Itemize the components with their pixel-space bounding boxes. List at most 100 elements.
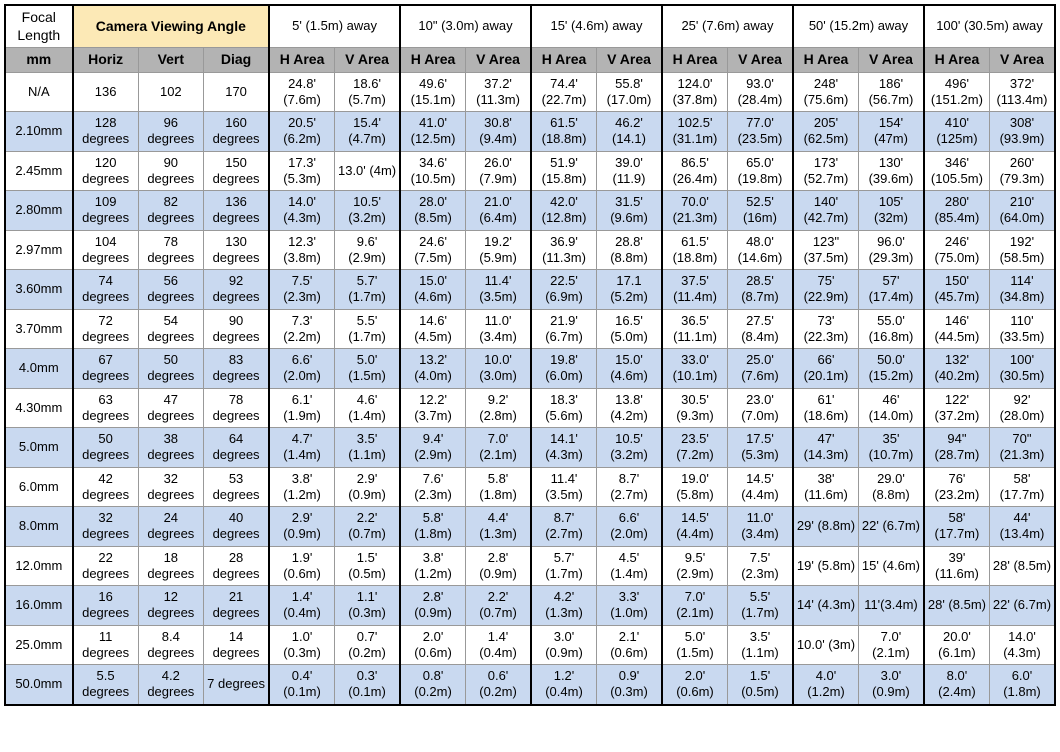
cell: 105' (32m) [858,191,923,231]
cell: 146' (44.5m) [924,309,989,349]
hdr-h4: H Area [793,48,858,73]
cell: 11.4' (3.5m) [466,270,531,310]
cell: 96 degrees [138,112,203,152]
cell: 9.2' (2.8m) [466,388,531,428]
table-row: 2.10mm128 degrees96 degrees160 degrees20… [5,112,1055,152]
cell: 3.5' (1.1m) [335,428,400,468]
cell: 39.0' (11.9) [597,151,663,191]
cell: 90 degrees [138,151,203,191]
cell: 28' (8.5m) [989,546,1055,586]
cell: 4.2' (1.3m) [531,586,596,626]
cell: 5.5' (1.7m) [727,586,793,626]
cell: 2.97mm [5,230,73,270]
cell: 14.5' (4.4m) [662,507,727,547]
cell: 17.5' (5.3m) [727,428,793,468]
cell: 22' (6.7m) [858,507,923,547]
cell: 64 degrees [204,428,270,468]
cell: 0.7' (0.2m) [335,625,400,665]
table-row: 50.0mm5.5 degrees4.2 degrees7 degrees0.4… [5,665,1055,705]
cell: 74 degrees [73,270,138,310]
cell: 72 degrees [73,309,138,349]
cell: 44' (13.4m) [989,507,1055,547]
cell: 50.0mm [5,665,73,705]
table-row: 3.70mm72 degrees54 degrees90 degrees7.3'… [5,309,1055,349]
cell: 9.5' (2.9m) [662,546,727,586]
hdr-h1: H Area [400,48,465,73]
cell: 1.0' (0.3m) [269,625,334,665]
cell: 2.1' (0.6m) [597,625,663,665]
cell: 15.0' (4.6m) [400,270,465,310]
cell: 173' (52.7m) [793,151,858,191]
cell: 16.5' (5.0m) [597,309,663,349]
cell: 55.0' (16.8m) [858,309,923,349]
cell: 7.3' (2.2m) [269,309,334,349]
cell: 58' (17.7m) [924,507,989,547]
cell: 12.3' (3.8m) [269,230,334,270]
cell: 66' (20.1m) [793,349,858,389]
cell: 12 degrees [138,586,203,626]
cell: 4.0' (1.2m) [793,665,858,705]
cell: 25.0' (7.6m) [727,349,793,389]
cell: 41.0' (12.5m) [400,112,465,152]
cell: 205' (62.5m) [793,112,858,152]
cell: 102.5' (31.1m) [662,112,727,152]
table-row: 2.45mm120 degrees90 degrees150 degrees17… [5,151,1055,191]
table-row: 2.97mm104 degrees78 degrees130 degrees12… [5,230,1055,270]
cell: 3.8' (1.2m) [269,467,334,507]
cell: 61.5' (18.8m) [662,230,727,270]
hdr-dist-3: 25' (7.6m) away [662,5,793,48]
cell: 32 degrees [138,467,203,507]
cell: 8.7' (2.7m) [597,467,663,507]
cell: 14.6' (4.5m) [400,309,465,349]
cell: 61.5' (18.8m) [531,112,596,152]
cell: 160 degrees [204,112,270,152]
cell: 20.5' (6.2m) [269,112,334,152]
cell: 6.0' (1.8m) [989,665,1055,705]
cell: 21.0' (6.4m) [466,191,531,231]
cell: 14.0' (4.3m) [989,625,1055,665]
cell: 7.0' (2.1m) [662,586,727,626]
cell: 6.6' (2.0m) [269,349,334,389]
cell: 136 degrees [204,191,270,231]
cell: 70.0' (21.3m) [662,191,727,231]
cell: 52.5' (16m) [727,191,793,231]
cell: 0.6' (0.2m) [466,665,531,705]
cell: 19.2' (5.9m) [466,230,531,270]
cell: 4.0mm [5,349,73,389]
hdr-h2: H Area [531,48,596,73]
cell: 6.0mm [5,467,73,507]
cell: 8.7' (2.7m) [531,507,596,547]
cell: 372' (113.4m) [989,72,1055,112]
cell: 14' (4.3m) [793,586,858,626]
cell: 38' (11.6m) [793,467,858,507]
table-row: N/A13610217024.8' (7.6m)18.6' (5.7m)49.6… [5,72,1055,112]
cell: 260' (79.3m) [989,151,1055,191]
cell: 20.0' (6.1m) [924,625,989,665]
cell: 280' (85.4m) [924,191,989,231]
cell: 192' (58.5m) [989,230,1055,270]
cell: 32 degrees [73,507,138,547]
cell: 8.0mm [5,507,73,547]
cell: 1.9' (0.6m) [269,546,334,586]
cell: 76' (23.2m) [924,467,989,507]
cell: 47 degrees [138,388,203,428]
cell: 4.2 degrees [138,665,203,705]
cell: 11'(3.4m) [858,586,923,626]
cell: 154' (47m) [858,112,923,152]
cell: 90 degrees [204,309,270,349]
cell: 4.4' (1.3m) [466,507,531,547]
cell: 27.5' (8.4m) [727,309,793,349]
cell: 61' (18.6m) [793,388,858,428]
cell: 15.0' (4.6m) [597,349,663,389]
hdr-v3: V Area [727,48,793,73]
cell: 1.2' (0.4m) [531,665,596,705]
cell: 2.0' (0.6m) [662,665,727,705]
cell: 3.0' (0.9m) [858,665,923,705]
cell: 2.2' (0.7m) [335,507,400,547]
cell: 23.0' (7.0m) [727,388,793,428]
cell: 50 degrees [73,428,138,468]
cell: 5.0mm [5,428,73,468]
cell: 15.4' (4.7m) [335,112,400,152]
cell: 9.6' (2.9m) [335,230,400,270]
cell: 2.9' (0.9m) [269,507,334,547]
